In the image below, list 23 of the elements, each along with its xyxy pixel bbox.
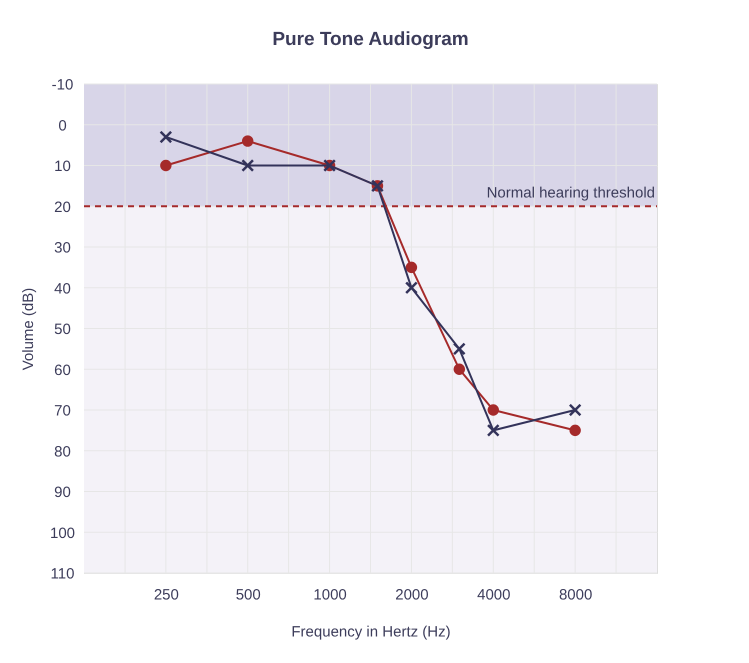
y-tick-label: 40 <box>54 280 71 298</box>
y-tick-label: 60 <box>54 362 71 379</box>
x-tick-label: 4000 <box>477 586 510 604</box>
y-tick-label: -10 <box>52 76 74 94</box>
x-tick-label: 2000 <box>395 586 429 604</box>
y-tick-label: 50 <box>54 321 71 338</box>
x-tick-label: 500 <box>236 586 261 604</box>
ref-line-label: Normal hearing threshold <box>486 184 655 202</box>
y-tick-label: 30 <box>54 240 71 256</box>
x-tick-label: 1000 <box>313 586 347 604</box>
y-tick-label: 70 <box>54 402 71 420</box>
y-tick-label: 0 <box>58 117 67 134</box>
x-axis-title: Frequency in Hertz (Hz) <box>291 624 451 640</box>
y-axis-title: Volume (dB) <box>20 288 37 370</box>
y-tick-label: 20 <box>54 198 71 216</box>
y-tick-label: 80 <box>54 443 71 460</box>
y-tick-label: 100 <box>50 524 76 542</box>
chart-title: Pure Tone Audiogram <box>272 29 469 50</box>
y-tick-label: 90 <box>54 484 71 501</box>
x-tick-label: 8000 <box>558 586 592 604</box>
y-tick-label: 110 <box>50 566 74 582</box>
y-tick-label: 10 <box>54 158 71 175</box>
x-tick-label: 250 <box>154 586 179 604</box>
